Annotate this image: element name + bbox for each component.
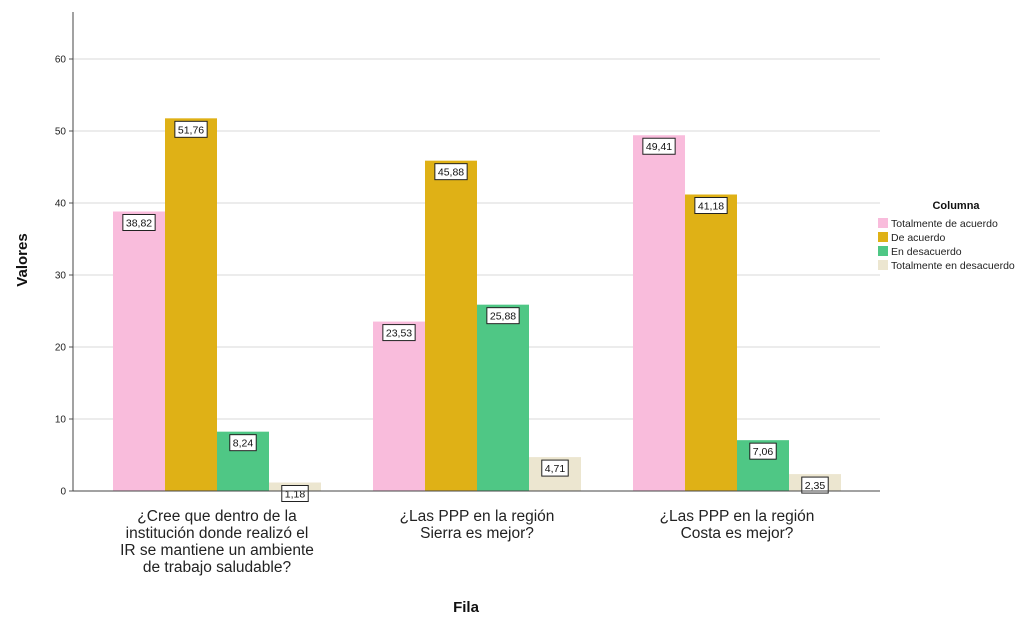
x-axis-title: Fila xyxy=(453,599,479,616)
data-label-text: 4,71 xyxy=(545,463,566,475)
data-label-text: 7,06 xyxy=(753,446,774,458)
data-label-box xyxy=(382,324,416,342)
y-tick-label: 20 xyxy=(55,343,67,354)
y-tick-label: 50 xyxy=(55,127,67,138)
data-label: 4,71 xyxy=(541,459,569,477)
bar xyxy=(113,211,165,491)
legend-swatch xyxy=(878,260,888,270)
data-label-text: 38,82 xyxy=(126,217,152,229)
y-tick-label: 40 xyxy=(55,199,67,210)
legend: Columna Totalmente de acuerdo De acuerdo E… xyxy=(878,200,1015,272)
axes xyxy=(72,12,880,492)
y-axis-title: Valores xyxy=(14,233,31,286)
legend-entry: En desacuerdo xyxy=(891,246,962,258)
data-label: 25,88 xyxy=(486,307,520,325)
bar xyxy=(373,321,425,491)
bar xyxy=(477,304,529,491)
y-tick-label: 0 xyxy=(60,487,66,498)
x-category-label: ¿Las PPP en la región Sierra es mejor? xyxy=(400,508,555,542)
data-label: 45,88 xyxy=(434,163,468,181)
legend-entry: De acuerdo xyxy=(891,232,945,244)
data-label: 51,76 xyxy=(174,120,208,138)
data-label-text: 41,18 xyxy=(698,201,724,213)
data-label: 49,41 xyxy=(642,137,676,155)
y-tick-label: 30 xyxy=(55,271,67,282)
data-label-box xyxy=(642,137,676,155)
data-label-box xyxy=(434,163,468,181)
data-label: 38,82 xyxy=(122,213,156,231)
bar xyxy=(685,194,737,491)
data-label-box xyxy=(486,307,520,325)
data-label-text: 1,18 xyxy=(285,489,306,501)
y-tick-labels: 0 10 20 30 40 50 60 xyxy=(55,55,73,498)
legend-swatch xyxy=(878,232,888,242)
data-label: 23,53 xyxy=(382,324,416,342)
data-label-text: 51,76 xyxy=(178,124,204,136)
data-label-box xyxy=(122,213,156,231)
data-label-text: 8,24 xyxy=(233,438,254,450)
y-tick-label: 10 xyxy=(55,415,67,426)
data-label: 1,18 xyxy=(281,485,309,503)
data-label: 8,24 xyxy=(229,434,257,452)
legend-entry: Totalmente en desacuerdo xyxy=(891,260,1015,272)
bar xyxy=(425,160,477,491)
legend-entry: Totalmente de acuerdo xyxy=(891,218,998,230)
data-label-text: 45,88 xyxy=(438,167,464,179)
legend-swatch xyxy=(878,218,888,228)
x-category-label: ¿Cree que dentro de la institución donde … xyxy=(120,508,314,576)
data-label: 2,35 xyxy=(801,476,829,494)
x-category-labels: ¿Cree que dentro de la institución donde … xyxy=(120,508,814,576)
legend-title: Columna xyxy=(932,200,980,212)
bar xyxy=(633,135,685,492)
data-label-box xyxy=(749,442,777,460)
bars xyxy=(113,118,841,492)
data-label-text: 49,41 xyxy=(646,141,672,153)
data-label: 41,18 xyxy=(694,197,728,215)
data-label-text: 2,35 xyxy=(805,480,826,492)
bar xyxy=(165,118,217,491)
data-label-text: 23,53 xyxy=(386,328,412,340)
data-label-box xyxy=(541,459,569,477)
data-label-box xyxy=(229,434,257,452)
y-tick-label: 60 xyxy=(55,55,67,66)
legend-swatch xyxy=(878,246,888,256)
x-category-label: ¿Las PPP en la región Costa es mejor? xyxy=(660,508,815,542)
data-label-box xyxy=(801,476,829,494)
data-label-box xyxy=(174,120,208,138)
data-label-box xyxy=(694,197,728,215)
data-label-box xyxy=(281,485,309,503)
data-label: 7,06 xyxy=(749,442,777,460)
data-label-text: 25,88 xyxy=(490,311,516,323)
data-labels: 38,82 23,53 49,41 51,76 45,88 41,18 8,24 25,88 7… xyxy=(122,120,829,503)
